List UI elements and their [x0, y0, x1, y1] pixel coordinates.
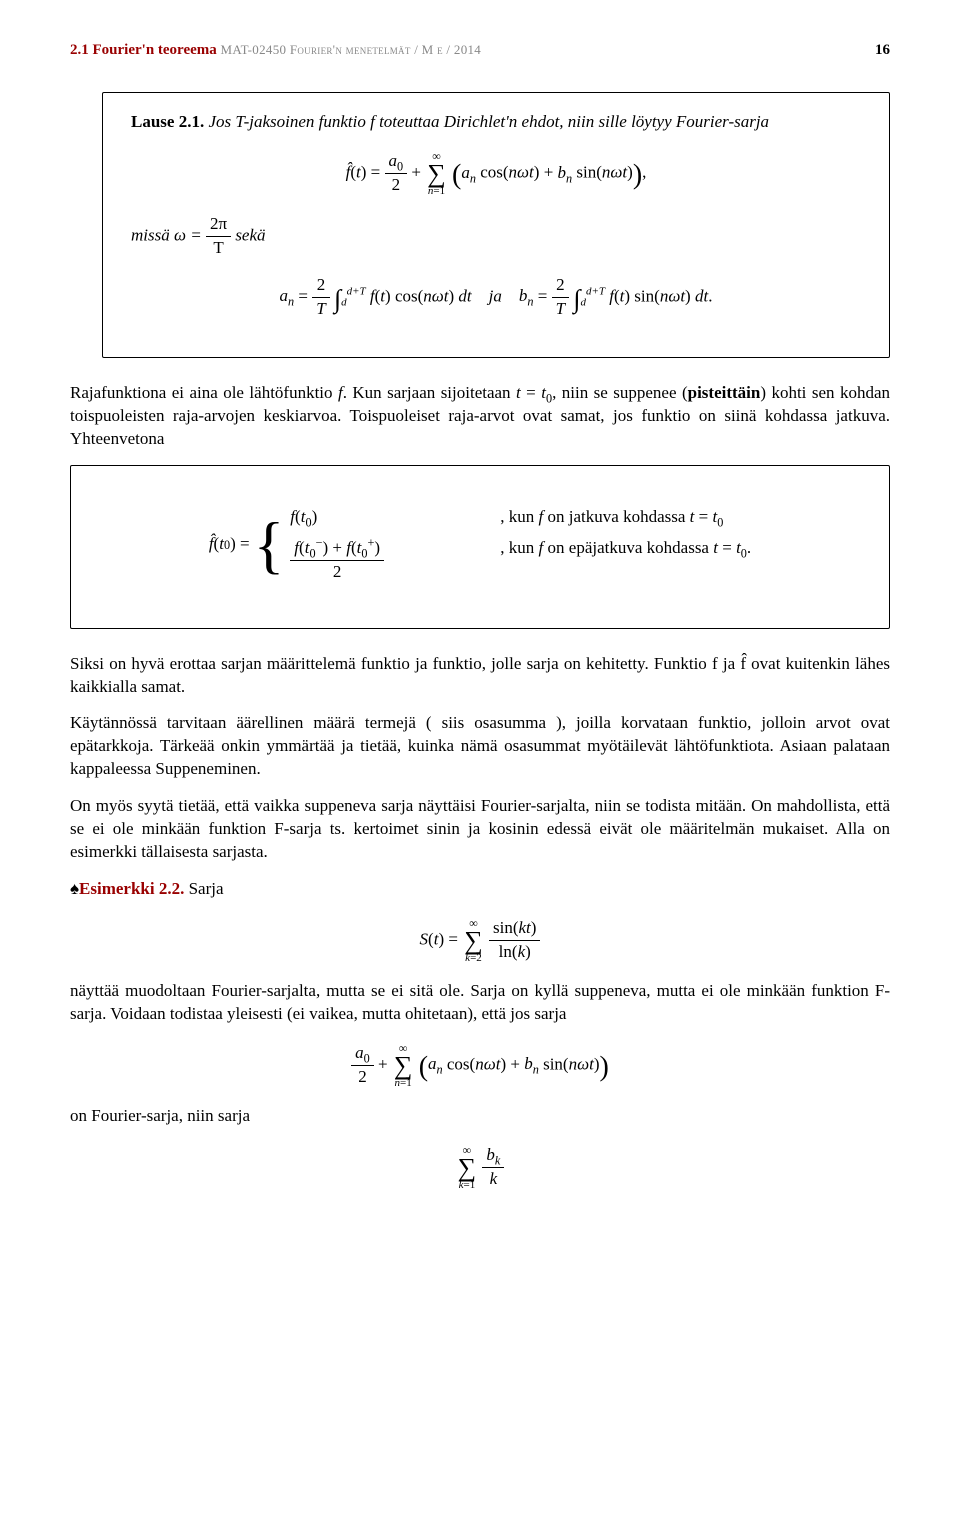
example-trail: on Fourier-sarja, niin sarja [70, 1105, 890, 1128]
paragraph-4: On myös syytä tietää, että vaikka suppen… [70, 795, 890, 864]
coefficient-formula: an = 2T ∫dd+T f(t) cos(nωt) dt ja bn = 2… [131, 274, 861, 321]
example-paragraph: näyttää muodoltaan Fourier-sarjalta, mut… [70, 980, 890, 1026]
paragraph-1: Rajafunktiona ei aina ole lähtöfunktio f… [70, 382, 890, 451]
spade-icon: ♠ [70, 879, 79, 898]
theorem-title: Lause 2.1. [131, 112, 204, 131]
example-label: Esimerkki 2.2. [79, 879, 184, 898]
page-number: 16 [875, 40, 890, 60]
theorem-lead: Lause 2.1. Jos T-jaksoinen funktio f tot… [131, 111, 861, 134]
page-header: 2.1 Fourier'n teoreema MAT-02450 Fourier… [70, 40, 890, 60]
example-header: ♠Esimerkki 2.2. Sarja [70, 878, 890, 901]
piecewise-formula: f̂(t0) = { f(t0) , kun f on jatkuva kohd… [99, 498, 861, 592]
header-left: 2.1 Fourier'n teoreema MAT-02450 Fourier… [70, 40, 481, 60]
section-number: 2.1 Fourier'n teoreema [70, 42, 217, 58]
where-clause: missä ω = 2πT sekä [131, 213, 861, 260]
example-formula-3: ∞∑k=1 bkk [70, 1142, 890, 1193]
paragraph-2: Siksi on hyvä erottaa sarjan määrittelem… [70, 653, 890, 699]
theorem-box: Lause 2.1. Jos T-jaksoinen funktio f tot… [102, 92, 890, 358]
piecewise-box: f̂(t0) = { f(t0) , kun f on jatkuva kohd… [70, 465, 890, 629]
course-trail: MAT-02450 Fourier'n menetelmät / M e / 2… [221, 42, 482, 57]
theorem-lead-text: Jos T-jaksoinen funktio f toteuttaa Diri… [208, 112, 769, 131]
fourier-series-formula: f̂(t) = a02 + ∞∑n=1 (an cos(nωt) + bn si… [131, 148, 861, 199]
example-formula-2: a02 + ∞∑n=1 (an cos(nωt) + bn sin(nωt)) [70, 1040, 890, 1091]
example-lead: Sarja [189, 879, 224, 898]
paragraph-3: Käytännössä tarvitaan äärellinen määrä t… [70, 712, 890, 781]
example-formula-1: S(t) = ∞∑k=2 sin(kt)ln(k) [70, 915, 890, 966]
